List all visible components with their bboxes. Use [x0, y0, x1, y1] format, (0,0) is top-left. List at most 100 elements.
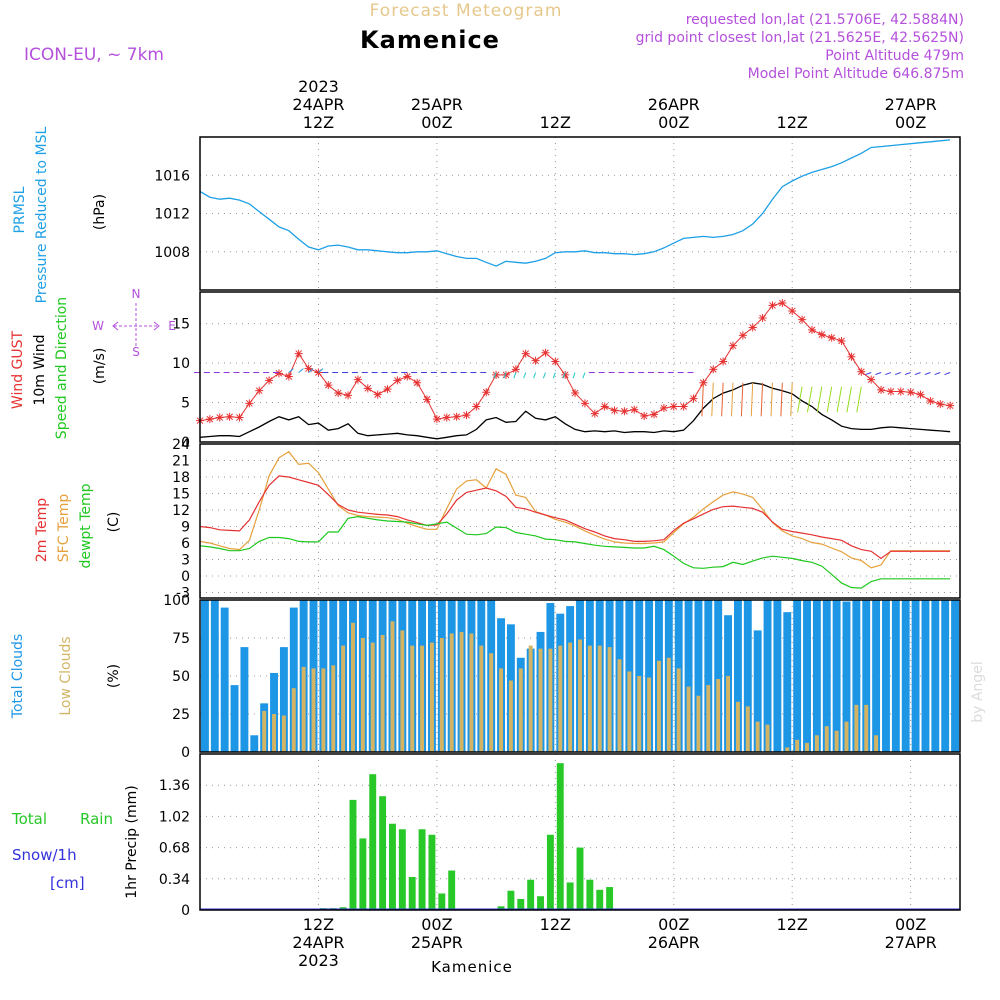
- wind-arrow: [523, 372, 527, 379]
- temperature-tick-label: 9: [181, 520, 190, 536]
- gust-marker: [344, 391, 353, 400]
- total-cloud-bar: [714, 600, 723, 752]
- wind-arrow: [542, 372, 546, 379]
- rain-bar: [497, 906, 505, 910]
- precip-tick-label: 0.68: [159, 841, 190, 857]
- total-cloud-bar: [240, 647, 249, 752]
- gust-label: Wind GUST: [10, 330, 26, 409]
- low-cloud-bar: [272, 714, 276, 752]
- low-cloud-bar: [578, 639, 582, 752]
- wind-arrow: [533, 372, 537, 379]
- gust-marker: [798, 315, 807, 324]
- rain-bar: [438, 893, 446, 910]
- gust-marker: [719, 357, 728, 366]
- temperature-tick-label: 0: [181, 569, 190, 585]
- gust-marker: [669, 402, 678, 411]
- gust-marker: [590, 409, 599, 418]
- low-cloud-bar: [469, 633, 474, 752]
- bottom-time-label: 12Z: [540, 915, 571, 934]
- gust-marker: [413, 378, 422, 387]
- gust-marker: [373, 390, 382, 399]
- low-cloud-bar: [341, 645, 346, 752]
- wind-arrow: [790, 382, 793, 417]
- low-cloud-bar: [686, 686, 691, 752]
- rain-bar: [517, 898, 525, 910]
- gust-marker: [748, 323, 757, 332]
- total-cloud-bar: [279, 647, 288, 752]
- wind-arrow: [308, 368, 314, 373]
- gust-marker: [699, 378, 708, 387]
- gust-marker: [867, 375, 876, 384]
- wind-arrow: [836, 386, 843, 413]
- total-cloud-bar: [931, 600, 940, 752]
- low-cloud-bar: [597, 645, 602, 752]
- total-cloud-bar: [852, 600, 861, 752]
- rain-bar: [556, 763, 564, 910]
- gust-marker: [896, 387, 905, 396]
- gust-marker: [768, 301, 777, 310]
- wind-arrow: [503, 372, 507, 379]
- temp2m-line: [199, 475, 951, 560]
- compass-west: W: [92, 319, 104, 333]
- wind-arrow: [826, 386, 833, 413]
- clouds-tick-label: 0: [181, 745, 190, 761]
- wind-arrow: [318, 368, 324, 373]
- wind-arrow: [894, 372, 901, 376]
- low-cloud-bar: [627, 671, 632, 752]
- gust-marker: [442, 413, 451, 422]
- low-cloud-bar: [834, 730, 839, 752]
- clouds-tick-label: 50: [172, 669, 190, 685]
- low-cloud-bar: [301, 666, 306, 752]
- low-cloud-bar: [499, 668, 504, 752]
- gust-marker: [561, 370, 570, 379]
- requested-coords: requested lon,lat (21.5706E, 42.5884N): [686, 12, 964, 28]
- super-title: Forecast Meteogram: [370, 1, 563, 21]
- gust-marker: [353, 375, 362, 384]
- low-clouds-label: Low Clouds: [58, 636, 74, 715]
- total-cloud-bar: [230, 685, 239, 752]
- gust-marker: [403, 372, 412, 381]
- wind-arrow: [944, 372, 951, 376]
- gust-marker: [946, 401, 955, 410]
- low-cloud-bar: [785, 747, 790, 752]
- gust-marker: [679, 402, 688, 411]
- wind-arrow: [797, 386, 803, 413]
- low-cloud-bar: [765, 724, 770, 752]
- top-time-label: 00Z: [421, 113, 452, 132]
- gust-marker: [521, 349, 530, 358]
- wind-arrow: [513, 372, 517, 379]
- wind-arrow: [806, 386, 813, 413]
- dewpt-line: [199, 515, 951, 589]
- rain-bar: [566, 882, 574, 910]
- low-cloud-bar: [420, 645, 425, 752]
- low-cloud-bar: [755, 721, 760, 752]
- total-cloud-bar: [882, 600, 890, 752]
- total-cloud-bar: [911, 600, 920, 752]
- top-time-label: 00Z: [895, 113, 926, 132]
- total-cloud-bar: [645, 600, 654, 752]
- gust-marker: [383, 385, 392, 394]
- compass-icon: N S W E: [92, 287, 176, 359]
- low-cloud-bar: [439, 638, 444, 752]
- gust-marker: [393, 376, 402, 385]
- gust-marker: [936, 400, 945, 409]
- gust-marker: [571, 389, 580, 398]
- total-cloud-bar: [921, 600, 930, 752]
- rain-bar: [586, 879, 594, 910]
- total-cloud-bar: [684, 600, 693, 752]
- low-cloud-bar: [854, 704, 859, 752]
- bottom-time-label: 00Z: [658, 915, 689, 934]
- rain-bar: [507, 890, 515, 910]
- low-cloud-bar: [449, 633, 454, 752]
- gust-marker: [482, 388, 491, 397]
- top-date-label: 26APR: [648, 95, 700, 114]
- clouds-frame: [199, 599, 961, 753]
- bottom-date-label: 25APR: [411, 933, 463, 952]
- model-altitude: Model Point Altitude 646.875m: [748, 66, 964, 82]
- low-cloud-bar: [370, 642, 375, 752]
- gust-marker: [926, 396, 935, 405]
- temperature-tick-label: 18: [172, 470, 190, 486]
- temperature-tick-label: 21: [172, 454, 190, 470]
- wind-arrow: [562, 372, 566, 379]
- gust-marker: [600, 402, 609, 411]
